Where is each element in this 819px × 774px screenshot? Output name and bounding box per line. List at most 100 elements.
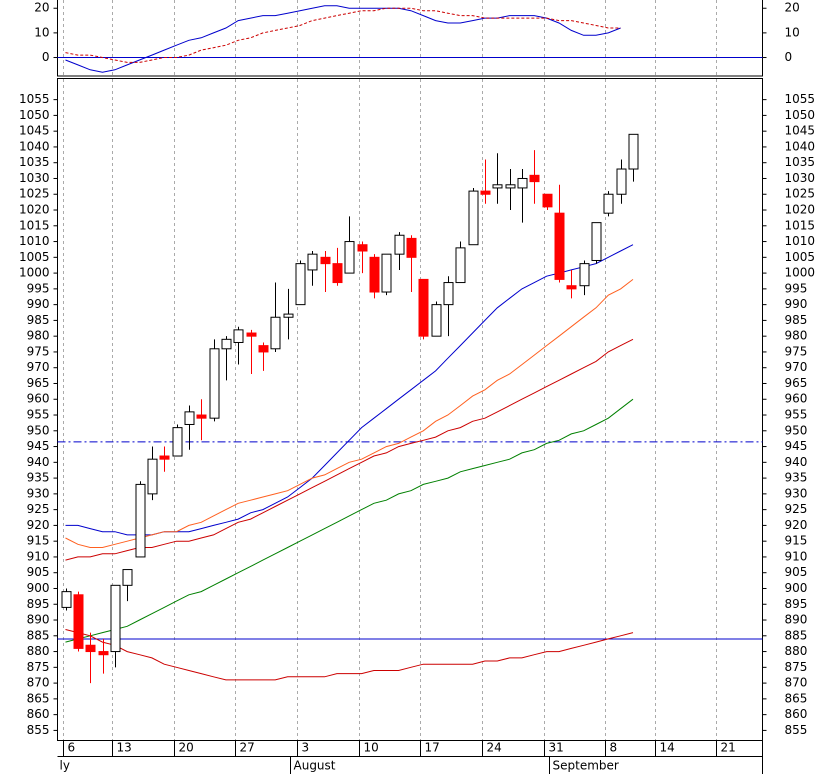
x-tick-label: 14: [660, 741, 675, 755]
x-tick-label: 20: [179, 741, 194, 755]
x-tick-label: 3: [302, 741, 310, 755]
candle-body: [517, 177, 528, 189]
candle-body: [196, 414, 207, 419]
candle-body: [283, 313, 294, 318]
y-tick-label: 1035: [19, 155, 50, 169]
y-tick-label: 970: [27, 360, 50, 374]
candle-body: [172, 427, 183, 457]
candle-body: [85, 644, 96, 653]
y-tick-label: 925: [27, 502, 50, 516]
y-tick-label: 945: [785, 439, 808, 453]
candle-body: [246, 332, 257, 337]
y-tick-label: 945: [27, 439, 50, 453]
y-tick-label: 0: [42, 50, 50, 64]
y-tick-label: 885: [27, 628, 50, 642]
y-tick-label: 875: [27, 660, 50, 674]
y-tick-label: 1010: [19, 234, 50, 248]
candle-body: [394, 234, 405, 255]
y-tick-label: 1025: [19, 187, 50, 201]
y-tick-label: 905: [785, 565, 808, 579]
y-tick-label: 1010: [785, 234, 816, 248]
y-tick-label: 20: [34, 1, 49, 15]
y-tick-label: 955: [27, 408, 50, 422]
y-tick-label: 940: [785, 455, 808, 469]
candle-body: [492, 184, 503, 189]
y-tick-label: 1020: [785, 203, 816, 217]
candle-body: [307, 253, 318, 271]
candle-body: [505, 184, 516, 189]
y-tick-label: 910: [27, 549, 50, 563]
y-tick-label: 935: [27, 471, 50, 485]
y-tick-label: 1030: [19, 171, 50, 185]
series-line: [65, 338, 634, 561]
y-tick-label: 1015: [19, 218, 50, 232]
y-tick-label: 895: [27, 597, 50, 611]
y-tick-label: 950: [785, 423, 808, 437]
y-tick-label: 995: [27, 281, 50, 295]
candle-body: [320, 256, 331, 265]
candle-body: [61, 591, 72, 608]
x-tick-label: 8: [610, 741, 618, 755]
candle-body: [554, 212, 565, 280]
y-tick-label: 10: [785, 25, 800, 39]
series-line: [65, 629, 634, 681]
y-tick-label: 995: [785, 281, 808, 295]
candle-body: [135, 483, 146, 558]
y-tick-label: 855: [27, 723, 50, 737]
x-tick-label: 10: [364, 741, 379, 755]
candle-body: [221, 338, 232, 350]
y-tick-label: 1000: [19, 266, 50, 280]
y-tick-label: 990: [785, 297, 808, 311]
y-tick-label: 925: [785, 502, 808, 516]
candle-body: [566, 285, 577, 290]
candle-body: [344, 241, 355, 274]
series-line: [65, 5, 621, 73]
candle-body: [418, 278, 429, 337]
y-tick-label: 960: [785, 392, 808, 406]
y-tick-label: 940: [27, 455, 50, 469]
y-tick-label: 860: [27, 707, 50, 721]
x-tick-label: 21: [721, 741, 736, 755]
candle-body: [357, 244, 368, 252]
x-tick-label: 27: [240, 741, 255, 755]
y-tick-label: 975: [785, 344, 808, 358]
candle-body: [73, 594, 84, 649]
x-tick-label: 17: [425, 741, 440, 755]
candle-body: [603, 193, 614, 214]
candle-body: [455, 247, 466, 284]
candle-body: [381, 253, 392, 293]
y-tick-label: 1055: [19, 92, 50, 106]
y-tick-label: 1045: [19, 124, 50, 138]
y-tick-label: 960: [27, 392, 50, 406]
candle-body: [431, 304, 442, 337]
candle-body: [616, 168, 627, 195]
y-tick-label: 920: [785, 518, 808, 532]
y-tick-label: 1030: [785, 171, 816, 185]
month-label: ly: [60, 759, 70, 773]
y-tick-label: 930: [27, 486, 50, 500]
y-tick-label: 870: [785, 676, 808, 690]
y-tick-label: 1040: [19, 139, 50, 153]
y-tick-label: 985: [785, 313, 808, 327]
y-tick-label: 860: [785, 707, 808, 721]
y-tick-label: 990: [27, 297, 50, 311]
candle-body: [98, 651, 109, 656]
candle-body: [233, 329, 244, 343]
y-tick-label: 920: [27, 518, 50, 532]
y-tick-label: 1005: [785, 250, 816, 264]
y-tick-label: 855: [785, 723, 808, 737]
y-tick-label: 935: [785, 471, 808, 485]
candle-body: [332, 263, 343, 284]
y-tick-label: 10: [34, 25, 49, 39]
y-tick-label: 975: [27, 344, 50, 358]
x-tick-label: 6: [68, 741, 76, 755]
month-label: August: [294, 759, 336, 773]
candle-body: [122, 569, 133, 586]
candle-body: [406, 237, 417, 258]
y-tick-label: 1055: [785, 92, 816, 106]
candle-body: [480, 190, 491, 195]
y-tick-label: 20: [785, 1, 800, 15]
y-tick-label: 980: [785, 329, 808, 343]
